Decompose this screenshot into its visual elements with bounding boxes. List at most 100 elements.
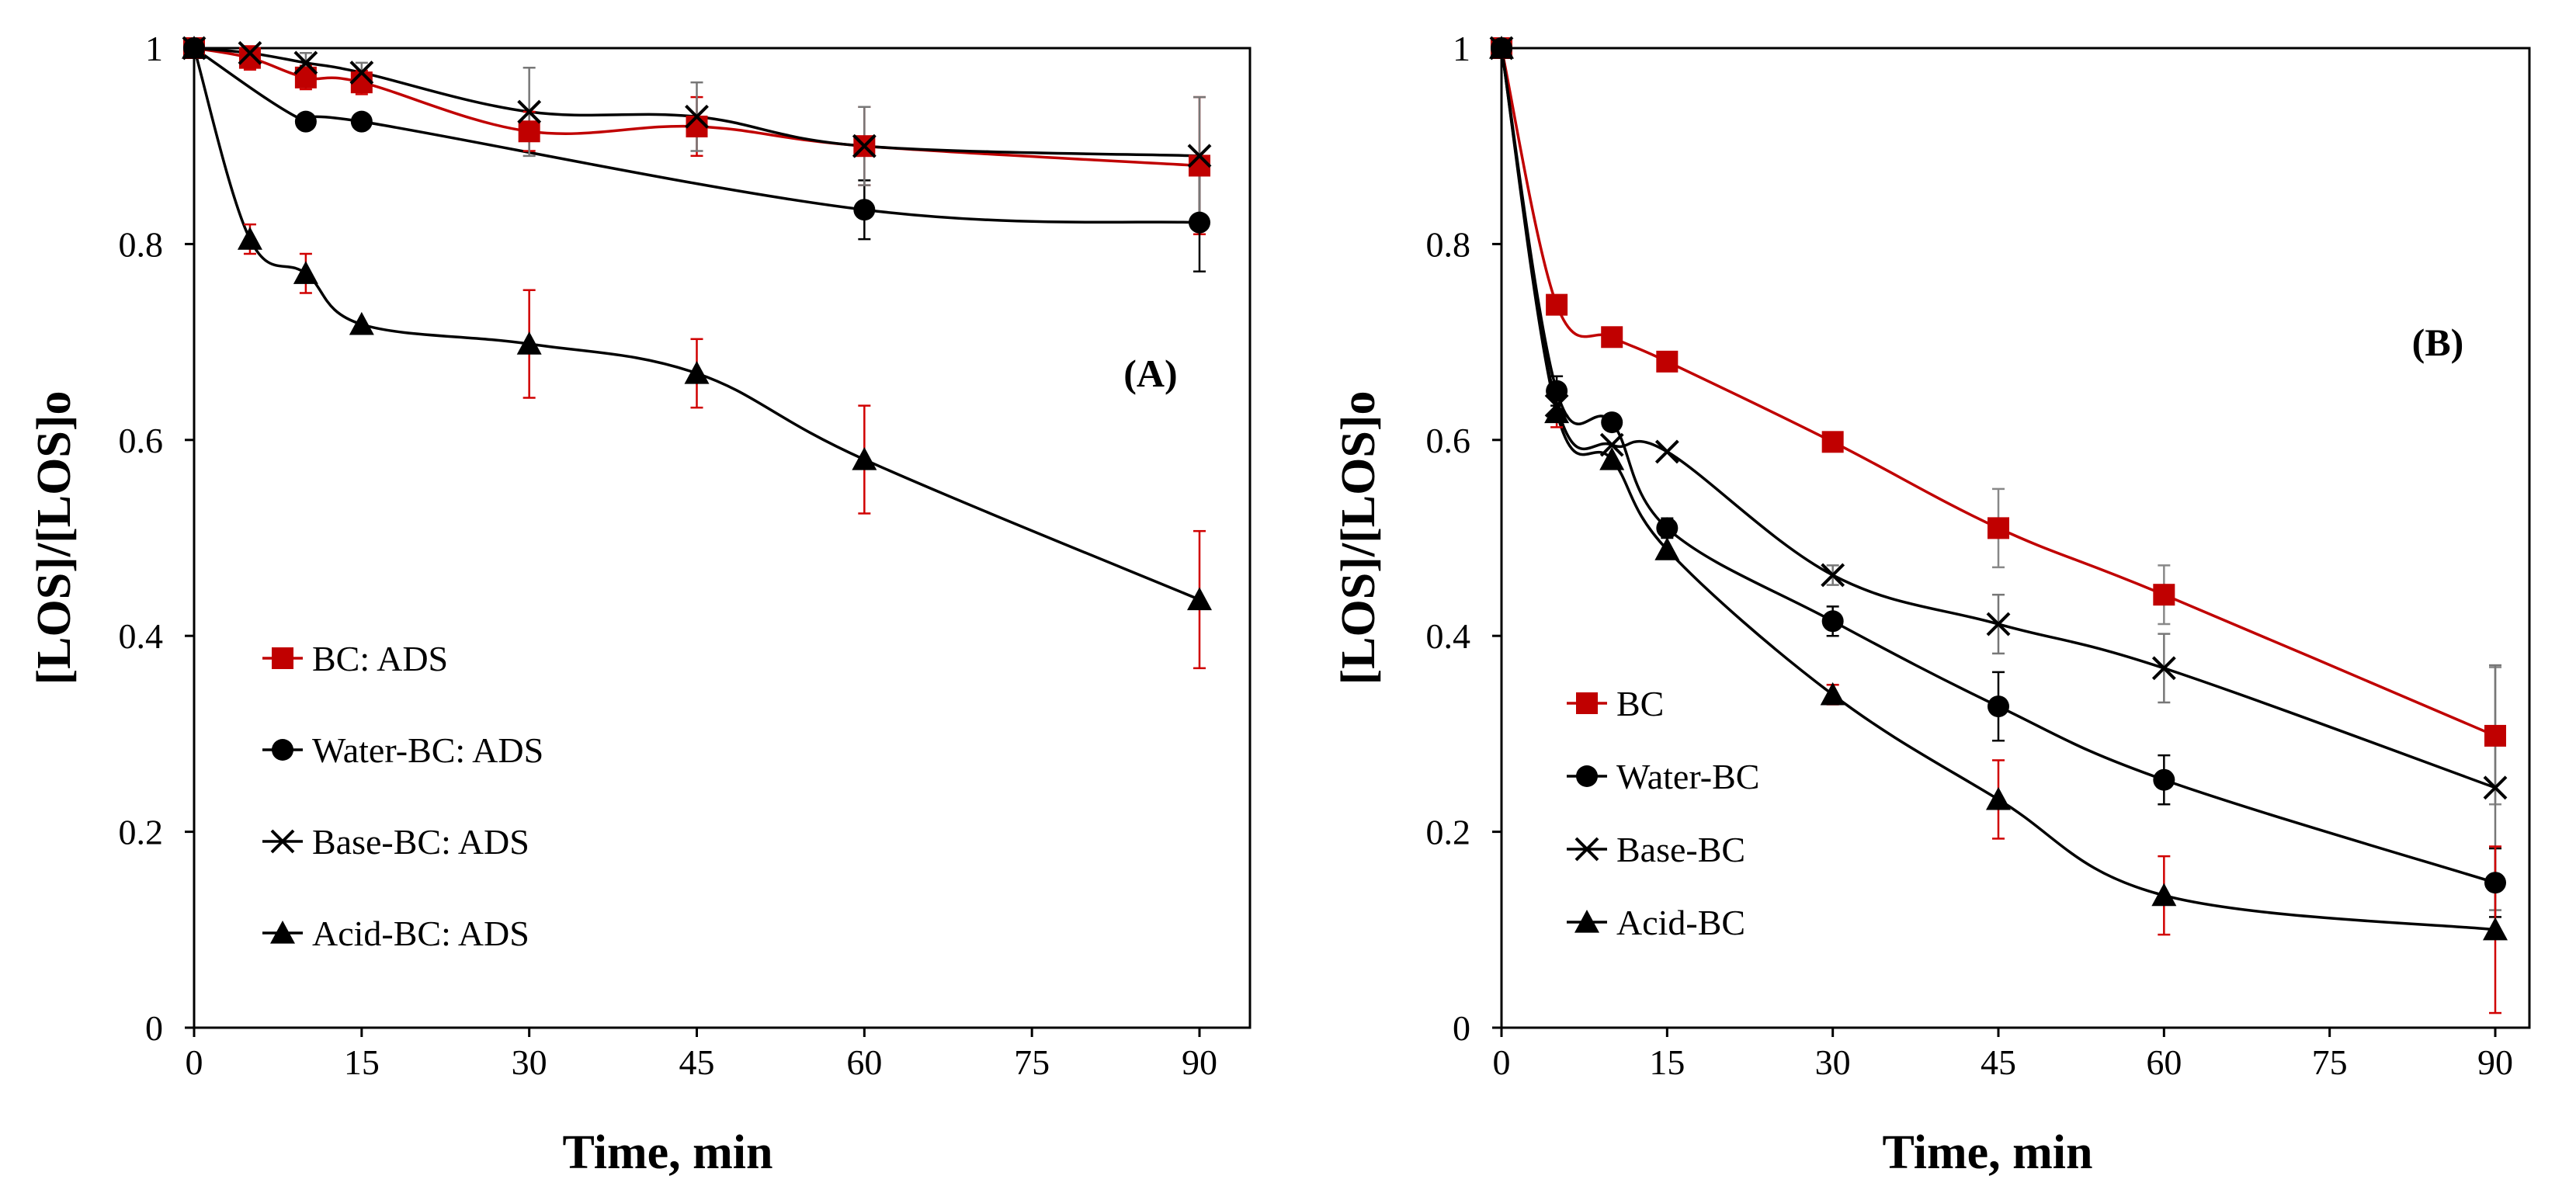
data-point-base-bc [2151,656,2176,681]
x-axis-title-a: Time, min [563,1126,773,1179]
series-line-base-bc-ads [193,47,1200,158]
legend-label-acid-bc: Acid-BC [1616,903,1745,942]
legend-marker-water-bc-ads [272,739,293,761]
data-point-acid-bc-ads [516,331,542,355]
x-tick-label-a: 0 [186,1042,203,1082]
data-point-base-bc-ads [685,104,709,129]
data-point-base-bc-ads-stroke-2 [293,50,318,75]
y-tick-label-a: 0.2 [119,813,164,852]
data-point-acid-bc [2151,883,2177,907]
data-point-base-bc [1654,439,1679,464]
x-tick-label-a: 90 [1182,1042,1217,1082]
x-tick-label-b: 75 [2312,1042,2348,1082]
x-tick-label-b: 30 [1815,1042,1851,1082]
data-point-bc [2484,724,2506,747]
data-point-acid-bc [1820,682,1845,706]
data-point-bc [2153,584,2175,606]
legend-label-base-bc-ads: Base-BC: ADS [312,822,529,862]
legend-label-bc-ads: BC: ADS [312,639,448,678]
legend-marker-base-bc-ads [270,829,295,854]
legend-marker-base-bc-ads-stroke-2 [270,829,295,854]
data-point-base-bc-ads-stroke-2 [517,99,542,124]
data-point-base-bc-stroke-2 [2151,656,2176,681]
legend-label-acid-bc-ads: Acid-BC: ADS [312,914,529,953]
x-tick-label-b: 45 [1981,1042,2016,1082]
y-tick-label-a: 0 [145,1008,163,1048]
data-point-bc-ads [350,71,373,94]
data-point-water-bc [1656,517,1679,539]
data-point-bc [1656,350,1679,373]
legend-entry-base-bc-ads: Base-BC: ADS [262,822,529,862]
data-point-base-bc-ads [293,50,318,75]
plot-frame-a [193,47,1252,1029]
x-axis-title-b: Time, min [1883,1126,2093,1179]
y-tick-label-b: 0.6 [1426,421,1471,460]
data-point-base-bc-stroke-2 [1821,563,1845,588]
panel-a: 0 15 30 45 60 75 90 0 0.2 0.4 0.6 0.8 1 (A) Time, mi… [28,29,1252,1179]
data-point-bc [1601,326,1623,349]
data-point-base-bc-stroke-2 [1986,612,2011,636]
data-point-base-bc [1599,432,1624,457]
x-tick-label-a: 60 [846,1042,882,1082]
y-tick-label-a: 0.4 [119,616,164,656]
data-point-acid-bc-ads [293,261,318,284]
legend-entry-acid-bc-ads: Acid-BC: ADS [262,914,529,953]
data-point-base-bc-ads-stroke-2 [349,61,374,85]
data-point-acid-bc [2483,917,2508,941]
data-point-acid-bc [1544,400,1570,424]
panel-b: 0 15 30 45 60 75 90 0 0.2 0.4 0.6 0.8 1 (B) Time, mi… [1332,29,2531,1179]
x-tick-label-a: 15 [344,1042,380,1082]
legend-label-base-bc: Base-BC [1616,830,1745,869]
data-point-bc-ads [1189,154,1210,177]
plot-frame-b [1500,47,2531,1029]
data-point-base-bc-ads [1187,144,1212,168]
data-point-bc [1988,517,2009,539]
legend-label-water-bc: Water-BC [1616,757,1759,796]
legend-marker-water-bc [1576,765,1598,787]
data-point-acid-bc [1986,786,2011,810]
legend-entry-bc-ads: BC: ADS [262,639,448,678]
data-point-base-bc-ads [349,61,374,85]
legend-marker-bc-ads [272,647,293,669]
y-tick-label-a: 0.6 [119,421,164,460]
data-point-base-bc-ads-stroke-2 [852,134,877,158]
data-point-base-bc [1986,612,2011,636]
legend-marker-base-bc [1574,837,1599,862]
legend-marker-acid-bc [1574,910,1599,933]
panel-label-b: (B) [2412,321,2464,364]
y-tick-label-b: 0.2 [1426,813,1471,852]
panel-label-a: (A) [1123,352,1177,395]
legend-entry-water-bc-ads: Water-BC: ADS [262,730,543,770]
y-tick-label-b: 0 [1453,1008,1470,1048]
data-point-water-bc-ads [350,110,373,133]
x-tick-label-b: 0 [1493,1042,1511,1082]
data-point-base-bc-ads [517,99,542,124]
data-point-water-bc [1988,695,2009,718]
data-point-base-bc [2483,775,2508,800]
data-point-water-bc [1601,411,1623,434]
data-point-base-bc-stroke-2 [1654,439,1679,464]
data-point-acid-bc [1599,447,1625,470]
data-point-acid-bc-ads [349,311,374,335]
y-tick-label-b: 1 [1453,29,1470,68]
data-point-base-bc-ads [852,134,877,158]
legend-entry-water-bc: Water-BC [1567,757,1759,796]
x-tick-label-b: 90 [2477,1042,2513,1082]
data-point-bc-ads [518,120,540,143]
data-point-base-bc-stroke-2 [1599,432,1624,457]
x-tick-label-b: 60 [2146,1042,2182,1082]
data-point-base-bc-ads-stroke-2 [685,104,709,129]
data-point-water-bc [2153,768,2175,791]
y-tick-label-a: 0.8 [119,224,164,264]
legend-label-water-bc-ads: Water-BC: ADS [312,730,543,770]
data-point-water-bc [1821,610,1844,633]
data-point-acid-bc-ads [1187,587,1212,611]
legend-marker-acid-bc-ads [270,921,295,944]
data-point-bc-ads [686,115,708,137]
legend-label-bc: BC [1616,684,1664,723]
data-point-base-bc-ads [238,40,262,65]
data-point-water-bc [2484,872,2506,894]
data-point-base-bc [1821,563,1845,588]
legend-entry-bc: BC [1567,684,1664,723]
